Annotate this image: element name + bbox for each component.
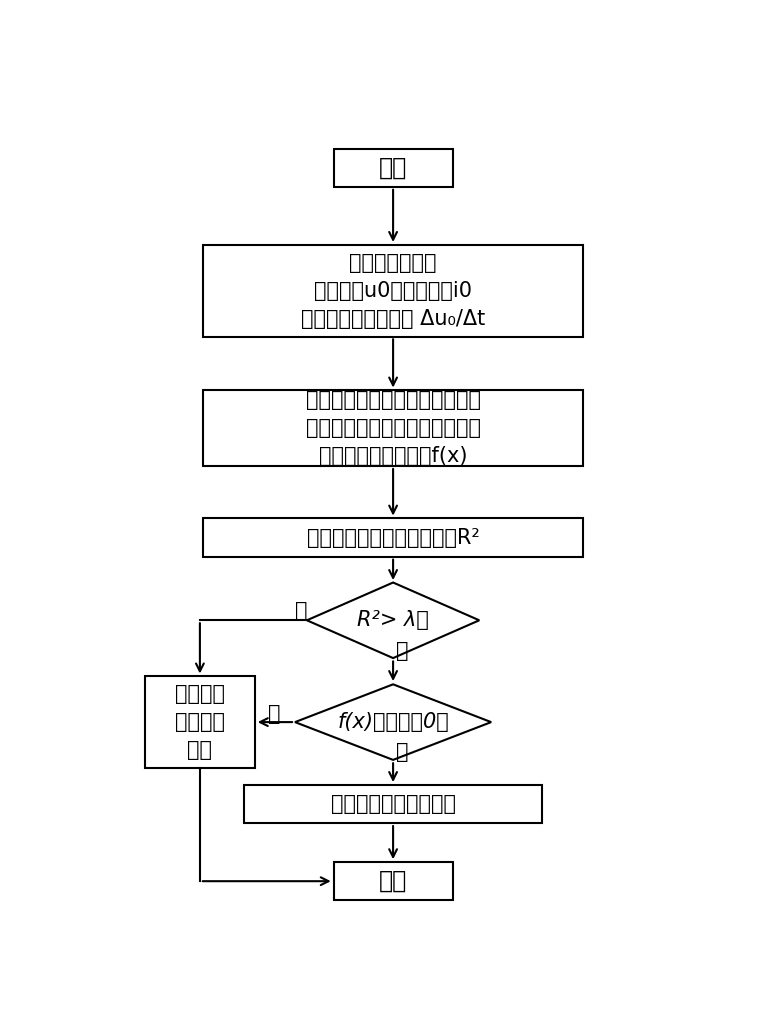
Text: 对检测点处的零序电流与零序电
压变化率序列曲线进行最小二乘
拟合，得到拟合函数f(x): 对检测点处的零序电流与零序电 压变化率序列曲线进行最小二乘 拟合，得到拟合函数f…: [305, 389, 481, 466]
Text: 故障点位于检测点上游: 故障点位于检测点上游: [331, 794, 456, 814]
Text: 结束: 结束: [379, 869, 407, 894]
Text: 采集检测点处的
零序电压u0、零序电流i0
计算零序电压变化率 Δu₀/Δt: 采集检测点处的 零序电压u0、零序电流i0 计算零序电压变化率 Δu₀/Δt: [301, 253, 486, 328]
Bar: [202, 519, 584, 557]
Bar: [145, 677, 255, 768]
Text: 否: 否: [295, 601, 308, 621]
Text: 否: 否: [268, 705, 281, 724]
Bar: [334, 863, 453, 901]
Text: f(x)斜率大于0？: f(x)斜率大于0？: [337, 712, 449, 732]
Text: 故障点位
于检测点
下游: 故障点位 于检测点 下游: [175, 684, 225, 760]
Bar: [202, 390, 584, 466]
Bar: [245, 785, 542, 823]
Text: R²> λ？: R²> λ？: [357, 611, 429, 630]
Text: 开始: 开始: [379, 156, 407, 180]
Polygon shape: [307, 583, 479, 658]
Polygon shape: [295, 684, 491, 760]
Text: 是: 是: [396, 743, 408, 762]
Text: 计算各检测点处的拟合优度R²: 计算各检测点处的拟合优度R²: [307, 528, 479, 547]
Bar: [334, 149, 453, 187]
Text: 是: 是: [396, 640, 408, 660]
Bar: [202, 245, 584, 337]
